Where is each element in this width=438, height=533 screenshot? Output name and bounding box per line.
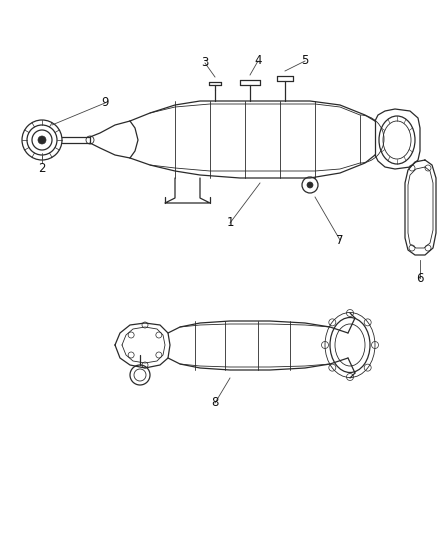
Circle shape	[307, 182, 313, 188]
Text: 8: 8	[211, 397, 219, 409]
Text: 6: 6	[416, 271, 424, 285]
Text: 5: 5	[301, 54, 309, 68]
Text: 2: 2	[38, 161, 46, 174]
Text: 7: 7	[336, 233, 344, 246]
Text: 9: 9	[101, 96, 109, 109]
Text: 3: 3	[201, 56, 208, 69]
Text: 4: 4	[254, 54, 262, 68]
Circle shape	[38, 136, 46, 144]
Text: 1: 1	[226, 216, 234, 230]
